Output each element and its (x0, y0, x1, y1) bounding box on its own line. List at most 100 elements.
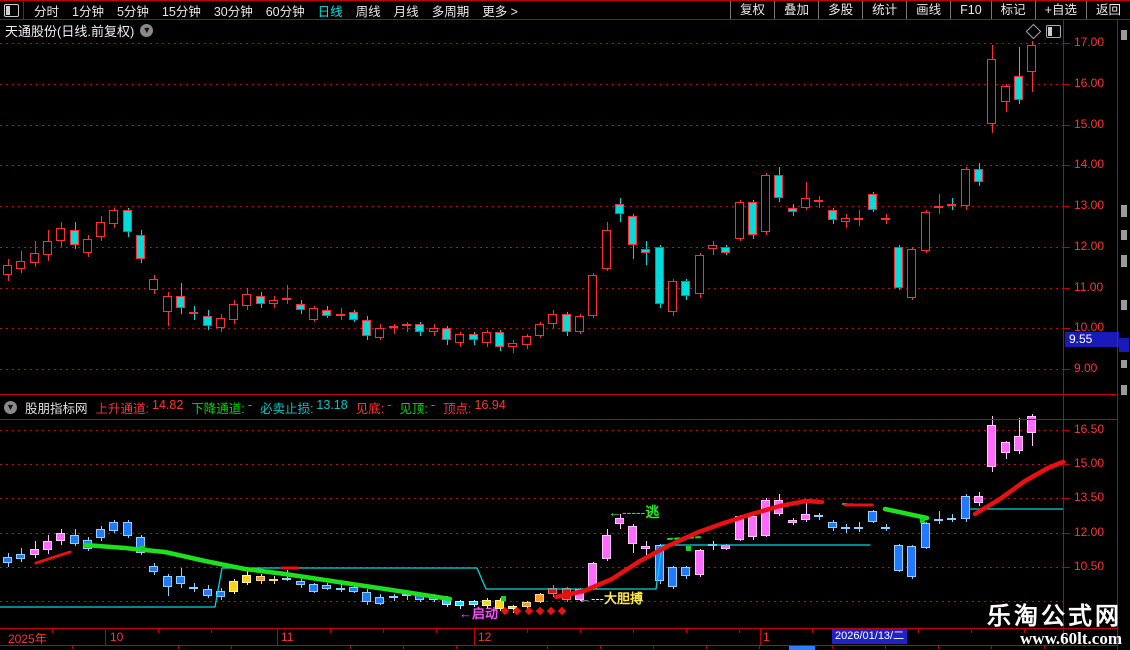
candle-body (349, 311, 358, 321)
toolbar-button-+自选[interactable]: +自选 (1034, 1, 1086, 19)
axis-tick-mark (1064, 43, 1070, 44)
candle-body (256, 576, 265, 582)
candle-body (455, 334, 464, 343)
indicator-field-value: - (387, 397, 392, 412)
toolbar-button-画线[interactable]: 画线 (906, 1, 950, 19)
date-label-10: 10 (110, 630, 124, 644)
clipped-tick (350, 646, 351, 649)
candle-body (894, 545, 903, 571)
toolbar-button-F10[interactable]: F10 (950, 1, 991, 19)
axis-tick-label: 15.00 (1074, 456, 1105, 471)
candle-body (415, 324, 424, 333)
main-gridline (0, 124, 1063, 126)
candle-body (668, 567, 677, 587)
candle-body (216, 590, 225, 597)
period-tab-多周期[interactable]: 多周期 (431, 4, 470, 19)
main-gridline (0, 83, 1063, 85)
indicator-name: 股朋指标网 (25, 401, 88, 416)
indicator-chevron-icon[interactable]: ▼ (4, 400, 17, 414)
candle-body (562, 313, 571, 333)
axis-tick-mark (1064, 430, 1070, 431)
date-minor-tick (686, 628, 687, 633)
candle-body (30, 548, 39, 556)
clipped-tick (706, 646, 707, 649)
candle-body (987, 59, 996, 125)
main-gridline (0, 165, 1063, 167)
period-tab-1分钟[interactable]: 1分钟 (72, 4, 104, 19)
candle-body (655, 545, 664, 582)
text-fragment (1121, 300, 1127, 310)
candle-body (801, 197, 810, 209)
indicator-pane[interactable] (0, 413, 1063, 628)
candle-body (282, 297, 291, 300)
candle-body (761, 499, 770, 536)
indicator-header-separator (0, 419, 1117, 420)
candle-body (3, 556, 12, 564)
split-pane-icon[interactable] (1046, 24, 1061, 38)
candle-body (402, 324, 411, 327)
candle-body (721, 545, 730, 549)
annotation-text: 大胆搏 (604, 591, 644, 606)
date-minor-tick (158, 628, 159, 633)
candle-body (761, 175, 770, 233)
clipped-tick (231, 646, 232, 649)
candle-body (854, 526, 863, 529)
candle-body (495, 332, 504, 347)
axis-tick-label: 15.00 (1074, 116, 1105, 131)
candle-body (282, 577, 291, 580)
panes-icon (4, 3, 19, 17)
main-gridline (0, 206, 1063, 207)
period-tab-周线[interactable]: 周线 (355, 4, 381, 19)
toolbar-button-复权[interactable]: 复权 (730, 1, 774, 19)
candle-body (708, 543, 717, 547)
candle-wick (938, 511, 940, 525)
candle-body (309, 584, 318, 592)
main-kline-pane[interactable] (0, 20, 1063, 395)
indicator-field-label: 顶点: (443, 401, 472, 416)
candle-body (548, 587, 557, 595)
candle-body (708, 244, 717, 249)
toolbar-button-叠加[interactable]: 叠加 (774, 1, 818, 19)
low-price-badge: 9.55 (1065, 332, 1119, 347)
main-gridline (0, 328, 1063, 330)
green-dot-marker (686, 546, 691, 551)
axis-tick-label: 10.50 (1074, 558, 1105, 573)
candle-wick (512, 340, 514, 353)
period-tab-分时[interactable]: 分时 (34, 4, 60, 19)
candle-body (96, 529, 105, 539)
clipped-tick (885, 646, 886, 649)
period-tab-更多 >[interactable]: 更多 > (482, 4, 518, 19)
annotation-text: 启动 (472, 606, 499, 621)
candle-body (575, 316, 584, 333)
text-fragment (1121, 230, 1127, 240)
candle-body (16, 554, 25, 560)
candle-body (163, 295, 172, 312)
clipped-tick (991, 646, 992, 649)
period-tab-月线[interactable]: 月线 (393, 4, 419, 19)
candle-body (921, 522, 930, 548)
indicator-field-label: 见底: (355, 401, 385, 416)
current-date-badge: 2026/01/13/二 (832, 629, 908, 644)
indicator-header: ▼ 股朋指标网 上升通道: 14.82 下降通道: - 必卖止损: 13.18 见底: - 见顶… (0, 395, 1063, 419)
candle-body (841, 526, 850, 530)
period-tab-5分钟[interactable]: 5分钟 (116, 4, 149, 19)
candle-body (149, 565, 158, 573)
toolbar-button-统计[interactable]: 统计 (862, 1, 906, 19)
period-tab-30分钟[interactable]: 30分钟 (213, 4, 253, 19)
period-tab-60分钟[interactable]: 60分钟 (265, 4, 305, 19)
title-chevron-down-icon[interactable]: ▼ (140, 23, 154, 37)
period-tab-日线[interactable]: 日线 (317, 4, 343, 19)
candle-body (189, 311, 198, 314)
annotation-启动: ←启动 (459, 603, 498, 622)
tool-buttons: 复权 叠加 多股 统计 画线 F10 标记 +自选 返回 (730, 1, 1130, 19)
period-tab-15分钟[interactable]: 15分钟 (161, 4, 201, 19)
indicator-field-value: - (430, 397, 436, 412)
indicator-field-label: 见顶: (399, 401, 428, 416)
date-major-tick (105, 628, 106, 645)
toolbar-button-返回[interactable]: 返回 (1085, 1, 1130, 19)
layout-panes-button[interactable] (0, 1, 24, 19)
candle-wick (938, 193, 940, 215)
candle-body (974, 169, 983, 182)
toolbar-button-标记[interactable]: 标记 (990, 1, 1035, 19)
toolbar-button-多股[interactable]: 多股 (818, 1, 862, 19)
